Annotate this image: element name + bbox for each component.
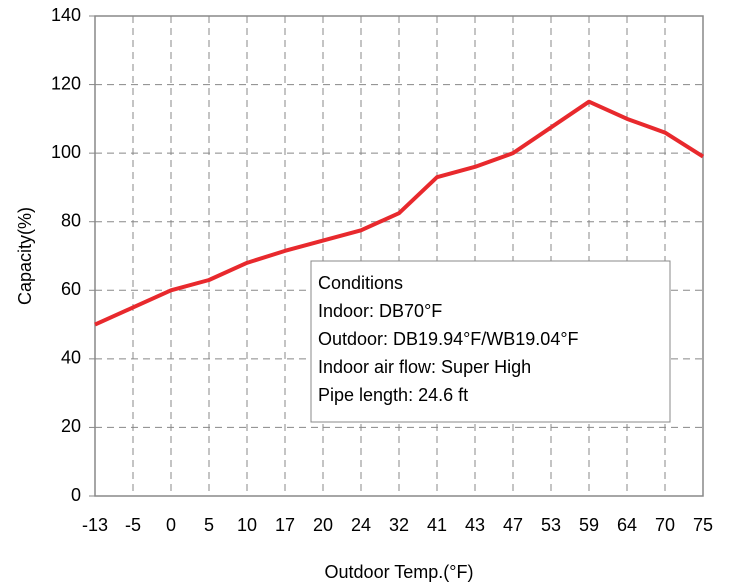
x-tick-label: 24 — [351, 515, 371, 535]
annotation-text: Conditions — [318, 273, 403, 293]
y-tick-label: 20 — [61, 416, 81, 436]
x-tick-label: 41 — [427, 515, 447, 535]
x-tick-label: 5 — [204, 515, 214, 535]
y-tick-label: 140 — [51, 5, 81, 25]
y-tick-label: 80 — [61, 210, 81, 230]
x-tick-label: 0 — [166, 515, 176, 535]
x-tick-label: 20 — [313, 515, 333, 535]
x-tick-label: 53 — [541, 515, 561, 535]
y-tick-label: 40 — [61, 348, 81, 368]
x-tick-label: 64 — [617, 515, 637, 535]
x-tick-label: -13 — [82, 515, 108, 535]
x-tick-label: 59 — [579, 515, 599, 535]
annotation-text: Pipe length: 24.6 ft — [318, 385, 468, 405]
annotation-text: Indoor air flow: Super High — [318, 357, 531, 377]
x-tick-label: 10 — [237, 515, 257, 535]
annotation-text: Indoor: DB70°F — [318, 301, 442, 321]
y-tick-label: 100 — [51, 142, 81, 162]
data-line — [94, 99, 705, 327]
x-tick-label: 75 — [693, 515, 713, 535]
annotation-background — [310, 260, 671, 423]
x-tick-label: 70 — [655, 515, 675, 535]
plot-frame — [94, 15, 704, 497]
y-tick-label: 60 — [61, 279, 81, 299]
annotation-text: Outdoor: DB19.94°F/WB19.04°F — [318, 329, 579, 349]
x-tick-label: 43 — [465, 515, 485, 535]
x-tick-label: 17 — [275, 515, 295, 535]
y-axis-label: Capacity(%) — [15, 207, 35, 305]
x-tick-label: 32 — [389, 515, 409, 535]
annotation-box: Conditions Indoor: DB70°F Outdoor: DB19.94… — [310, 260, 671, 423]
y-tick-label: 120 — [51, 73, 81, 93]
x-tick-label: -5 — [125, 515, 141, 535]
x-axis-label: Outdoor Temp.(°F) — [325, 562, 474, 582]
x-tick-label: 47 — [503, 515, 523, 535]
y-tick-label: 0 — [71, 485, 81, 505]
